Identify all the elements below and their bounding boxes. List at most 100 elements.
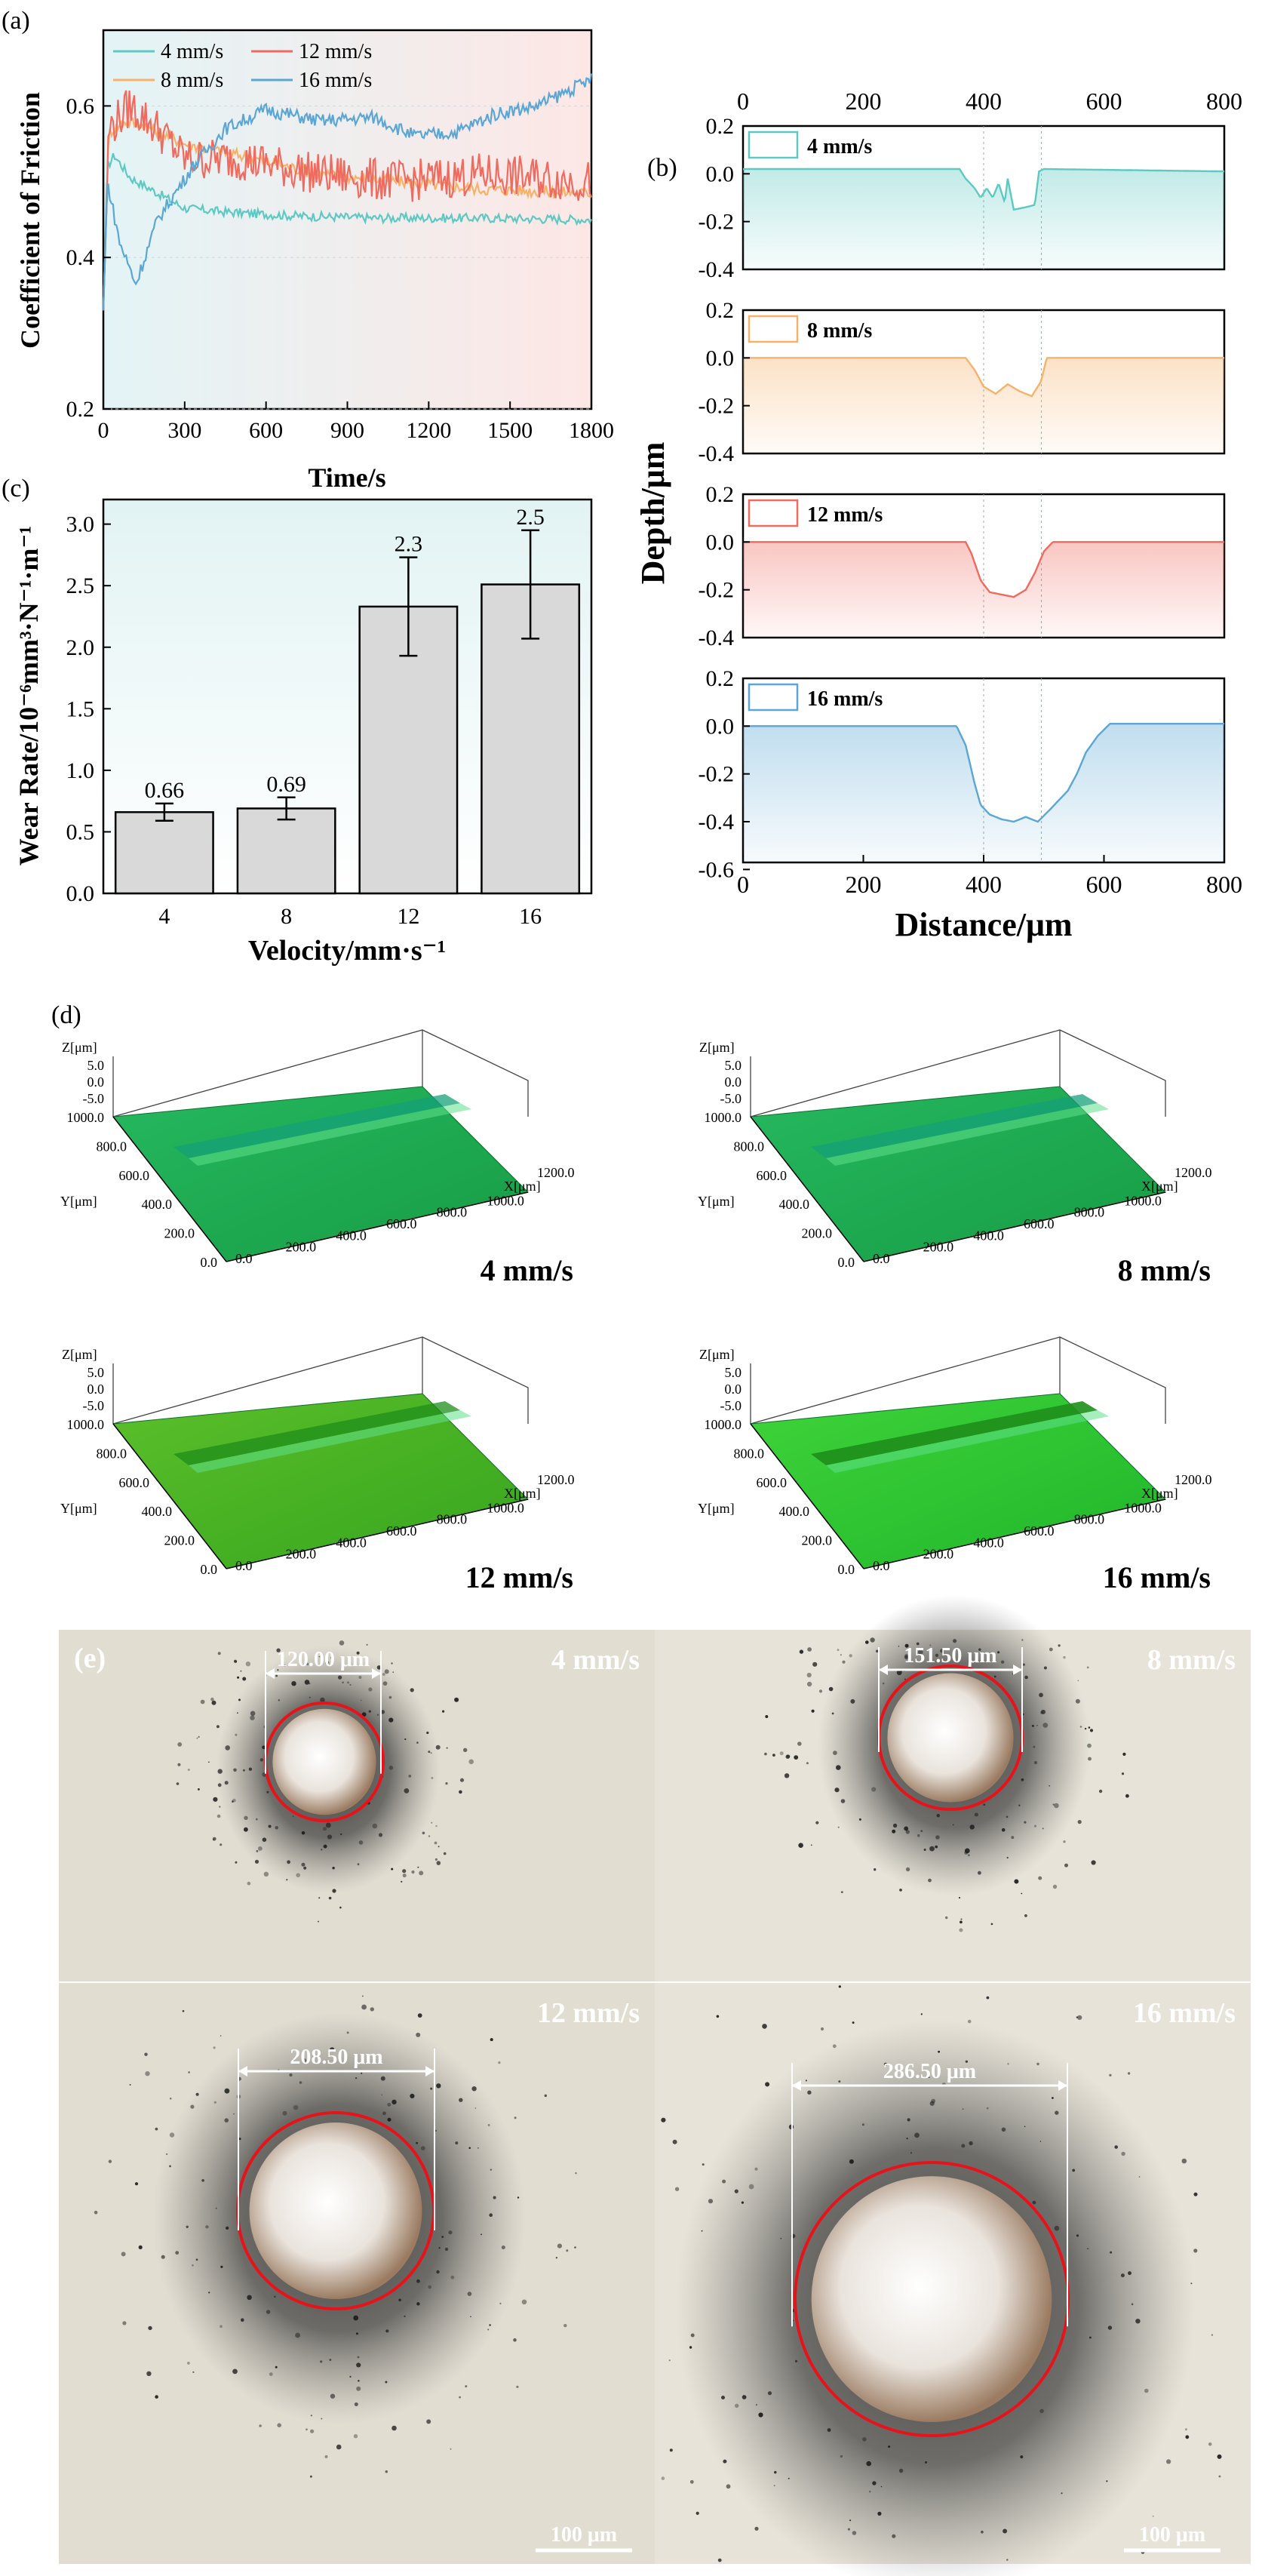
y-tick-label: 0.0 xyxy=(706,714,735,739)
panel-c-wear-rate-chart: (c) 0.0 0.5 1.0 1.5 2.0 2.5 3.0 0.66 4 0.69 8 2.3 1… xyxy=(2,475,593,967)
y-tick-label: 800.0 xyxy=(734,1139,765,1154)
debris-speck xyxy=(220,2325,223,2328)
debris-speck xyxy=(1077,1820,1082,1824)
debris-speck xyxy=(248,1767,253,1771)
debris-speck xyxy=(362,1995,364,1997)
debris-speck xyxy=(404,1738,407,1741)
y-axis-title: Y[μm] xyxy=(60,1501,97,1516)
y-tick-label: 400.0 xyxy=(779,1197,810,1212)
debris-speck xyxy=(1039,2408,1044,2413)
measure-label: 286.50 μm xyxy=(883,2060,976,2083)
y-axis-title-c: Wear Rate/10⁻⁶mm³·N⁻¹·m⁻¹ xyxy=(14,526,44,865)
debris-speck xyxy=(391,1662,393,1665)
y-tick-label: 200.0 xyxy=(802,1226,833,1241)
debris-speck xyxy=(450,2448,452,2450)
z-axis-title: Z[μm] xyxy=(62,1347,97,1362)
debris-speck xyxy=(883,2062,887,2066)
debris-speck xyxy=(446,1747,448,1749)
debris-speck xyxy=(325,1822,331,1828)
debris-speck xyxy=(1033,1745,1036,1748)
debris-speck xyxy=(220,2265,223,2268)
debris-speck xyxy=(726,2484,731,2489)
measure-label: 208.50 μm xyxy=(290,2046,382,2069)
debris-speck xyxy=(237,1712,238,1714)
debris-speck xyxy=(465,2385,468,2388)
debris-speck xyxy=(880,2485,883,2488)
x-axis-line xyxy=(863,1191,1166,1262)
debris-speck xyxy=(192,2371,195,2373)
debris-speck xyxy=(563,2323,567,2328)
x-tick-label: 1000.0 xyxy=(487,1193,524,1208)
debris-speck xyxy=(323,1844,327,1849)
debris-speck xyxy=(318,1655,321,1658)
debris-speck xyxy=(1218,2475,1221,2478)
debris-speck xyxy=(780,2237,782,2239)
debris-speck xyxy=(1193,2192,1198,2196)
y-tick-label: 600.0 xyxy=(757,1168,788,1183)
debris-speck xyxy=(247,2295,252,2301)
debris-speck xyxy=(1131,2303,1134,2306)
x-tick-label: 200.0 xyxy=(286,1547,317,1562)
debris-speck xyxy=(138,2245,143,2249)
debris-speck xyxy=(965,2060,968,2063)
debris-speck xyxy=(815,1821,819,1824)
debris-speck xyxy=(198,1788,200,1791)
debris-speck xyxy=(392,1671,395,1674)
debris-speck xyxy=(108,2159,112,2163)
debris-speck xyxy=(208,2292,210,2294)
debris-speck xyxy=(833,1751,837,1756)
debris-speck xyxy=(1024,1914,1027,1917)
panel-label-b: (b) xyxy=(647,154,677,182)
debris-speck xyxy=(870,1637,875,1643)
debris-speck xyxy=(340,1833,342,1835)
debris-speck xyxy=(332,1867,335,1870)
debris-speck xyxy=(513,2338,517,2342)
debris-speck xyxy=(353,2434,358,2439)
debris-speck xyxy=(1021,1639,1024,1641)
debris-speck xyxy=(318,1920,319,1923)
y-tick-label: 1.5 xyxy=(66,696,95,721)
debris-speck xyxy=(1036,2062,1039,2066)
debris-speck xyxy=(806,1672,812,1678)
debris-speck xyxy=(148,2325,152,2331)
debris-speck xyxy=(806,1762,809,1765)
debris-speck xyxy=(852,2021,855,2024)
debris-speck xyxy=(762,2024,767,2029)
surface-plot-12mms: Z[μm]5.00.0-5.01000.0800.0600.0400.0200.… xyxy=(60,1336,575,1594)
series-lines-a xyxy=(102,73,593,311)
debris-speck xyxy=(1000,1660,1005,1664)
y-tick-label: -0.4 xyxy=(699,441,735,466)
debris-speck xyxy=(811,1709,815,1713)
y-tick-label: -0.4 xyxy=(699,810,735,835)
debris-speck xyxy=(278,1699,281,1701)
debris-speck xyxy=(1054,2225,1060,2231)
debris-speck xyxy=(431,1821,433,1824)
debris-speck xyxy=(224,2118,229,2123)
debris-speck xyxy=(232,2369,238,2375)
debris-speck xyxy=(263,1871,269,1877)
debris-speck xyxy=(310,2475,312,2478)
x-axis-title: X[μm] xyxy=(1141,1179,1178,1194)
debris-speck xyxy=(217,1783,222,1788)
debris-speck xyxy=(1032,2200,1036,2205)
debris-speck xyxy=(355,2332,358,2335)
debris-speck xyxy=(1038,1876,1042,1880)
y-tick-label: 200.0 xyxy=(802,1533,833,1548)
debris-speck xyxy=(205,2225,209,2229)
debris-speck xyxy=(978,1871,981,1875)
debris-speck xyxy=(490,2038,493,2042)
debris-speck xyxy=(301,1831,306,1835)
surface-plot-16mms: Z[μm]5.00.0-5.01000.0800.0600.0400.0200.… xyxy=(698,1336,1212,1594)
debris-speck xyxy=(1122,1752,1126,1756)
debris-speck xyxy=(807,2090,812,2095)
legend-label: 8 mm/s xyxy=(807,319,872,343)
debris-speck xyxy=(213,2101,216,2104)
debris-speck xyxy=(1107,2325,1113,2330)
debris-speck xyxy=(358,2380,360,2382)
debris-speck xyxy=(672,2139,677,2144)
debris-speck xyxy=(338,1675,342,1680)
scale-bar-label: 100 μm xyxy=(1139,2523,1205,2547)
debris-speck xyxy=(876,1649,879,1653)
debris-speck xyxy=(831,1712,834,1715)
